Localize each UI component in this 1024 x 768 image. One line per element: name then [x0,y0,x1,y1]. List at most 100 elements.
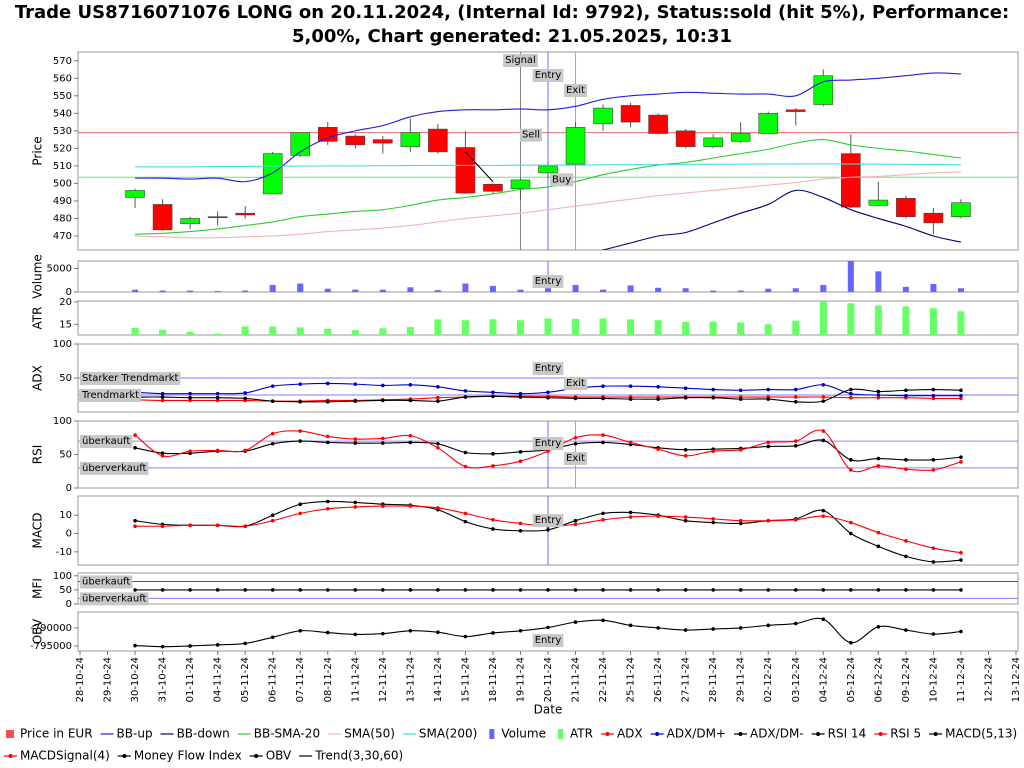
point [628,384,633,388]
point [601,396,605,401]
point [849,458,853,462]
label-box [519,128,542,142]
y-tick-label: 500 [53,178,72,189]
point [160,524,165,528]
legend-swatch [605,732,610,736]
point [959,629,963,634]
y-tick-label: 520 [53,143,72,154]
event-label: Entry [535,515,562,526]
legend-swatch [878,732,883,736]
legend-label: Money Flow Index [134,749,242,763]
point [188,644,192,648]
point [463,389,468,393]
point [876,395,881,400]
label-box [80,435,133,449]
point [738,397,743,401]
point [133,446,137,450]
bar [847,261,854,292]
point [601,384,605,388]
y-tick-label: 50 [59,450,72,461]
point [243,396,247,401]
bar [599,318,607,335]
bar [406,326,414,335]
point [381,588,385,592]
event-label: Entry [535,438,562,449]
x-tick-label: 21-11-24 [571,657,582,702]
point [821,508,826,513]
y-tick-label: 100 [53,571,72,582]
point [793,387,798,392]
candle-body [648,114,668,134]
y-axis-title: RSI [31,445,45,465]
point [408,440,413,445]
candle-body [152,204,173,231]
point [133,518,137,523]
bar [461,320,469,335]
bar [242,290,249,292]
point [793,588,798,592]
point [160,395,165,399]
point [821,617,826,622]
x-tick-label: 10-12-24 [928,657,939,702]
point [243,588,247,592]
point [904,539,908,543]
x-tick-label: 11-11-24 [350,657,361,702]
event-label: Entry [535,70,562,81]
x-tick-label: 08-11-24 [323,657,334,702]
point [656,447,660,451]
point [270,588,275,592]
point [518,628,523,633]
y-tick-label: 15 [59,319,72,330]
label-box [564,377,588,390]
candle-body [675,130,696,147]
bar [241,326,249,335]
level-label: Trendmarkt [81,390,139,401]
y-tick-label: 480 [53,213,72,224]
bar [682,322,690,335]
legend-swatch [557,729,563,739]
point [959,550,963,555]
point [683,588,688,592]
candle-body [455,147,476,194]
point [408,504,413,508]
point [573,435,578,440]
point [270,441,275,446]
point [766,444,771,449]
point [821,438,826,443]
point [573,441,578,446]
x-tick-label: 25-11-24 [626,657,637,702]
candle-body [620,105,641,123]
point [215,448,220,453]
y-axis-title: ADX [31,365,45,391]
x-tick-label: 20-11-24 [543,657,554,702]
level-label: Sell [522,130,540,141]
y-tick-label: 0 [66,599,72,610]
bar [214,333,222,335]
candle-body [235,212,255,216]
point [821,429,826,433]
bar [434,319,442,335]
bar [930,284,937,292]
y-tick-label: 0 [66,483,72,494]
x-tick-label: 06-11-24 [268,657,279,702]
point [353,588,358,592]
point [683,518,688,523]
y-axis-title: OBV [31,618,45,644]
bar [351,330,359,335]
candle-body [510,179,531,189]
bar [710,290,717,292]
bar [957,311,965,335]
bar [269,326,277,335]
point [518,450,523,454]
legend-label: BB-down [177,727,230,741]
label-box [532,437,564,450]
point [298,400,303,404]
point [683,448,688,452]
y-tick-label: 50 [59,373,72,384]
bar [159,290,166,292]
point [463,519,468,524]
bar [627,285,634,292]
point [656,588,660,592]
label-box [550,173,574,187]
legend-label: MACDSignal(4) [20,749,110,763]
